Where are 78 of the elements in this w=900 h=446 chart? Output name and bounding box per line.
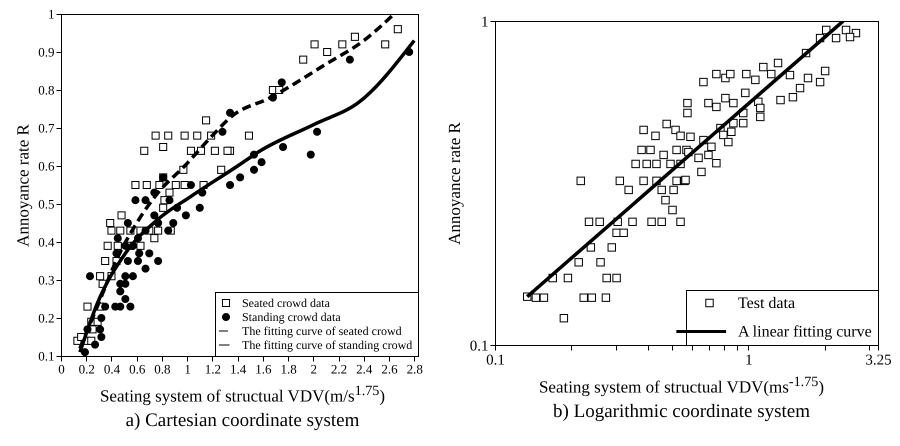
x-tick-label: 2.2 (330, 362, 348, 376)
x-tick-label: 0.8 (154, 362, 171, 376)
x-tick-label: 1.2 (204, 362, 222, 376)
point (258, 158, 266, 166)
point (278, 78, 286, 86)
point (169, 218, 178, 228)
point (226, 180, 234, 190)
x-axis-title: Seating system of structual VDV(m/s$^{1.75}$) (98, 383, 386, 407)
point (218, 128, 227, 136)
point (313, 128, 322, 136)
x-tick-label: 2.8 (406, 362, 423, 376)
point (141, 196, 150, 204)
y-tick-label: 0.6 (38, 158, 55, 174)
y-tick-label: 1 (48, 6, 54, 22)
legend-label: A linear fitting curve (738, 324, 872, 340)
x-tick-label: 0 (58, 362, 65, 376)
point (236, 173, 244, 182)
point (86, 272, 94, 280)
point (150, 211, 158, 220)
point (135, 249, 144, 258)
point (182, 211, 190, 220)
legend-label: The fitting curve of standing crowd (242, 338, 412, 352)
point (80, 348, 90, 356)
point (145, 249, 154, 258)
x-tick-label: 2.6 (381, 362, 398, 376)
x-tick-label: 2 (310, 362, 318, 376)
text: a) Cartesian coordinate system (124, 410, 360, 432)
point (134, 256, 142, 266)
point (154, 256, 162, 266)
x-tick-label: 0.1 (486, 352, 505, 368)
point (131, 196, 140, 204)
point (196, 204, 204, 212)
y-tick-label: 0.9 (38, 44, 54, 60)
legend-label: Seated crowd data (242, 296, 331, 310)
y-tick-label: 0.8 (38, 82, 54, 98)
point (124, 256, 132, 266)
point (97, 314, 106, 322)
point (306, 150, 315, 159)
legend-label: Test data (738, 295, 796, 312)
point (124, 218, 132, 228)
y-tick-label: 0.3 (38, 272, 54, 288)
point (96, 325, 104, 334)
point (128, 272, 137, 280)
point (164, 226, 172, 235)
x-tick-label: 1.6 (255, 362, 272, 376)
point (250, 166, 258, 174)
x-tick-label: 0.4 (104, 362, 121, 376)
x-axis-title: Seating system of structual VDV(ms$^{-1.75}$) (538, 374, 826, 398)
point (91, 340, 100, 349)
x-tick-label: 0.6 (129, 362, 146, 376)
point (97, 332, 106, 342)
point (278, 142, 288, 152)
point (116, 287, 124, 296)
x-tick-label: 3.25 (865, 352, 892, 368)
point (114, 234, 122, 242)
x-tick-label: 1 (745, 352, 753, 368)
point (165, 196, 174, 204)
point (186, 180, 195, 190)
x-tick-label: 1.4 (230, 362, 247, 376)
legend-label: The fitting curve of seated crowd (242, 324, 402, 338)
text: b) Logarithmic coordinate system (552, 400, 811, 423)
x-tick-label: 0.2 (78, 362, 95, 376)
y-tick-label: 0.5 (38, 196, 54, 212)
x-tick-label: 1.8 (280, 362, 297, 376)
point (121, 272, 130, 280)
point (101, 302, 110, 311)
point (346, 56, 354, 64)
y-tick-label: 0.7 (38, 120, 55, 136)
x-tick-label: 2.4 (356, 362, 373, 376)
point (141, 264, 150, 273)
y-tick-label: 0.2 (38, 310, 54, 326)
y-axis-title: Annoyance rate R (444, 121, 464, 245)
point (121, 294, 130, 304)
point (126, 302, 134, 311)
y-tick-label: 0.4 (38, 234, 55, 250)
legend-label: Standing crowd data (242, 310, 342, 324)
y-axis-title: Annoyance rate R (13, 123, 32, 247)
x-tick-label: 1 (184, 362, 191, 376)
